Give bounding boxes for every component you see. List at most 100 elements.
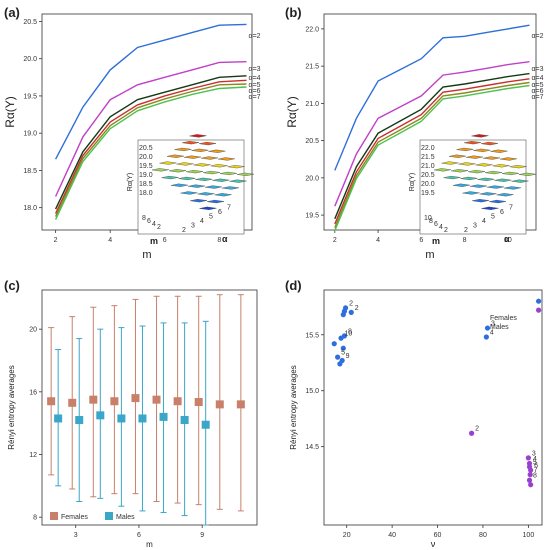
c-mean-marker-females: [194, 398, 203, 407]
b-inset-alpha-tick: 7: [509, 205, 513, 212]
d-point-females: [525, 455, 531, 461]
a-inset-z-tick: 19.5: [139, 163, 153, 170]
c-plot-frame: [41, 289, 258, 526]
b-surface-cell: [450, 169, 469, 173]
b-inset-z-tick: 20.0: [421, 181, 435, 188]
a-inset-m-tick: 8: [142, 215, 146, 222]
a-surface-cell: [208, 149, 226, 153]
a-surface-cell: [185, 170, 204, 174]
b-surface-cell: [452, 183, 471, 187]
b-surface-cell: [448, 154, 467, 158]
b-surface-cell: [494, 178, 512, 182]
b-inset-m-tick: 10: [424, 215, 432, 222]
b-series-line-5: [334, 78, 530, 225]
b-surface-cell: [479, 192, 497, 196]
a-series-line-3: [54, 61, 247, 197]
a-series-line-4: [54, 75, 247, 210]
b-inset-m-tick: 8: [429, 218, 433, 225]
b-inset-m-tick: 2: [444, 227, 448, 234]
b-series-line-7: [334, 84, 530, 231]
a-inset-alpha-tick: 2: [182, 227, 186, 234]
b-series-line-3: [334, 61, 530, 207]
b-y-tick-label: 19.5: [305, 213, 319, 220]
a-inset-alpha-tick: 5: [209, 214, 213, 221]
a-x-axis-label: m: [142, 249, 151, 261]
c-mean-marker-males: [117, 414, 126, 423]
c-mean-marker-males: [159, 412, 168, 421]
d-point-label: 7: [534, 467, 538, 474]
d-point-males: [340, 345, 346, 351]
a-surface-cell: [214, 193, 232, 197]
panel-b-label: (b): [285, 5, 302, 20]
b-y-tick-label: 20.5: [305, 138, 319, 145]
d-y-tick-label: 15.0: [305, 388, 319, 395]
a-y-axis-label: Rα(Y): [3, 96, 17, 128]
a-surface-cell: [212, 178, 230, 182]
d-point-females: [528, 467, 534, 473]
d-point-males: [484, 325, 491, 331]
b-inset-m-tick: 6: [434, 221, 438, 228]
b-inset-z-tick: 19.5: [421, 190, 435, 197]
b-surface-cell: [499, 157, 518, 161]
panel-d-label: (d): [285, 278, 302, 293]
a-surface-cell: [200, 156, 219, 160]
a-inset-z-tick: 20.5: [139, 145, 153, 152]
c-y-tick-label: 20: [29, 327, 37, 334]
b-series-line-6: [334, 81, 530, 229]
a-inset-z-tick: 18.5: [139, 181, 153, 188]
b-surface-cell: [467, 170, 486, 174]
c-y-tick-label: 12: [29, 452, 37, 459]
a-surface-cell: [189, 199, 208, 203]
a-surface-cell: [195, 177, 213, 181]
b-series-label: α=7: [532, 94, 544, 101]
d-x-tick-label: 60: [434, 532, 442, 539]
b-inset-alpha-tick: 2: [464, 227, 468, 234]
c-mean-marker-males: [201, 420, 210, 429]
b-surface-cell: [471, 134, 489, 138]
a-y-tick-label: 18.0: [23, 205, 37, 212]
b-surface-cell: [518, 172, 537, 176]
a-series-line-6: [54, 83, 247, 217]
b-surface-cell: [482, 156, 501, 160]
d-x-axis-label: ν: [431, 539, 436, 549]
b-inset-alpha-label: α: [504, 234, 510, 244]
a-surface-cell: [151, 168, 170, 172]
a-surface-cell: [199, 206, 217, 210]
d-point-males: [348, 309, 354, 315]
b-surface-cell: [509, 165, 527, 169]
b-surface-cell: [511, 179, 529, 183]
c-y-axis-label: Rényi entropy averages: [7, 365, 16, 450]
b-surface-cell: [488, 199, 507, 204]
c-mean-marker-males: [138, 414, 147, 423]
a-y-tick-label: 18.5: [23, 168, 37, 175]
a-surface-cell: [166, 154, 185, 158]
b-surface-cell: [496, 193, 514, 197]
a-inset-3d-surface: Rα(Y)20.520.019.519.018.518.08 6 4 2 234567m…: [127, 134, 255, 246]
d-point-label: 2: [475, 426, 479, 433]
a-inset-z-tick: 20.0: [139, 154, 153, 161]
b-x-tick-label: 6: [419, 237, 423, 244]
b-inset-m-label: m: [432, 236, 440, 246]
b-y-tick-label: 21.5: [305, 64, 319, 71]
b-surface-cell: [475, 163, 493, 167]
a-inset-z-label: Rα(Y): [127, 173, 134, 191]
d-point-label: 4: [490, 330, 494, 337]
b-surface-cell: [465, 155, 484, 159]
d-x-tick-label: 80: [479, 532, 487, 539]
a-surface-cell: [236, 172, 255, 176]
a-surface-cell: [227, 165, 245, 169]
b-x-tick-label: 8: [463, 237, 467, 244]
d-point-females: [469, 430, 475, 436]
d-point-females: [527, 472, 533, 478]
a-series-line-2: [54, 23, 247, 160]
a-surface-cell: [221, 186, 240, 190]
d-point-males: [535, 298, 542, 304]
c-legend-label: Females: [61, 514, 88, 521]
b-y-tick-label: 21.0: [305, 101, 319, 108]
panel-d-scatter-chart: 20 40 60 80 100 14.5 15.0 15.5 ν Rényi entropy av…: [289, 289, 543, 549]
panel-a-label: (a): [4, 5, 20, 20]
d-point-label: 9: [346, 353, 350, 360]
c-legend-swatch: [105, 512, 113, 520]
c-mean-marker-females: [47, 397, 56, 406]
